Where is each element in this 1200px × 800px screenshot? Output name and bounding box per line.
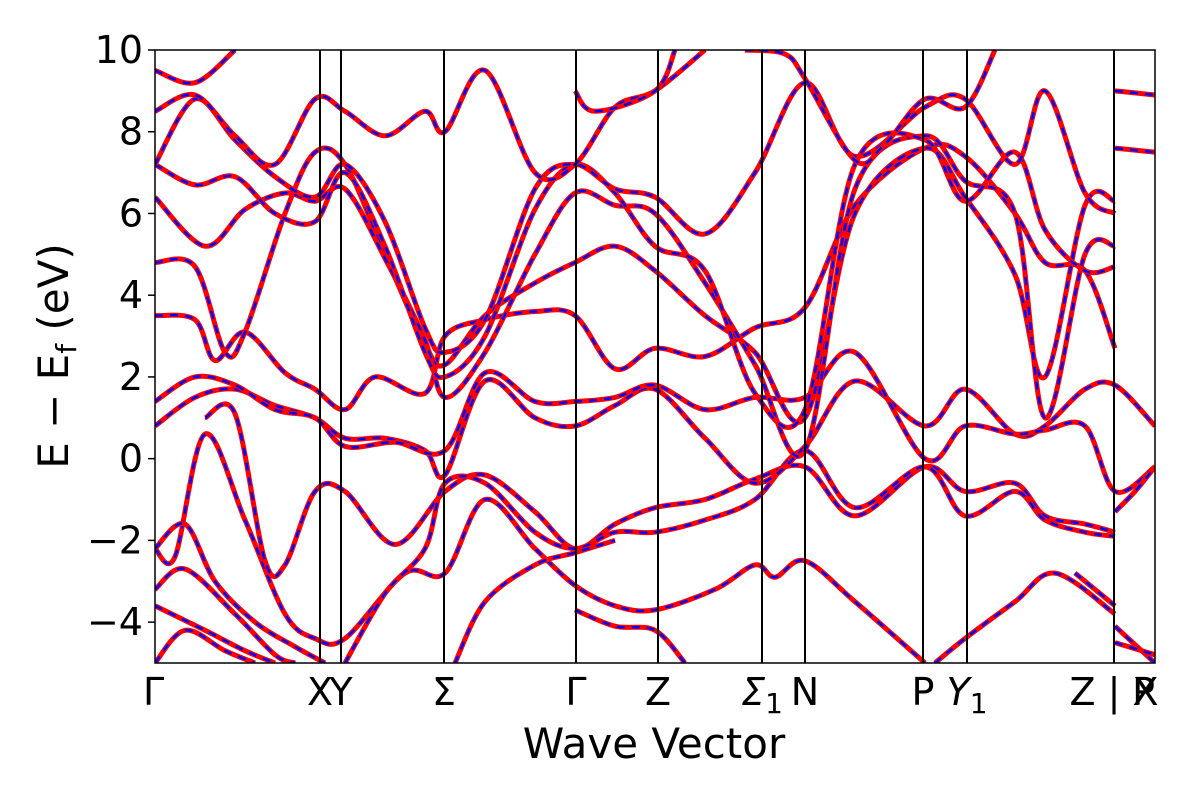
kpoint-label-0: Γ xyxy=(143,670,164,714)
y-tick-label-1: −2 xyxy=(87,518,143,562)
kpoint-label-5: Z xyxy=(645,670,671,714)
kpoint-lines-layer xyxy=(319,50,1115,663)
band-line-solid-8 xyxy=(155,348,1155,495)
kpoint-label-4: Γ xyxy=(565,670,586,714)
band-line-dashed-0 xyxy=(155,629,256,663)
band-line-dashed-14 xyxy=(155,50,706,182)
band-line-dashed-21 xyxy=(1114,641,1155,656)
kpoint-label-1: X xyxy=(307,670,333,714)
y-axis-title-main: E − E xyxy=(29,354,78,469)
band-line-solid-16 xyxy=(744,50,998,167)
y-axis-title: E − Ef (eV) xyxy=(29,243,83,469)
band-line-dashed-5 xyxy=(204,402,1116,578)
y-tick-label-2: 0 xyxy=(119,437,143,481)
band-line-dashed-15 xyxy=(155,50,236,85)
kpoint-label-7: N xyxy=(791,670,819,714)
x-axis-title: Wave Vector xyxy=(523,719,786,768)
x-ticks: Γ XY Σ Γ Z Σ1 N P Y1 Z | XP xyxy=(143,670,1159,720)
band-line-solid-26 xyxy=(452,538,616,663)
band-line-dashed-20 xyxy=(1114,625,1155,663)
band-line-dashed-24 xyxy=(574,608,686,663)
y-axis-title-sub: f xyxy=(50,343,83,354)
kpoint-label-8: P xyxy=(912,670,935,714)
kpoint-label-10: Z | X xyxy=(1069,670,1158,715)
kpoint-label-2: Y xyxy=(328,670,353,714)
kpoint-label-3: Σ xyxy=(432,670,456,714)
band-line-dashed-17 xyxy=(573,50,677,113)
kpoint-label-9: Y1 xyxy=(946,670,987,720)
y-tick-label-5: 6 xyxy=(119,191,143,235)
band-line-dashed-13 xyxy=(155,81,1116,354)
y-tick-label-7: 10 xyxy=(95,28,143,72)
kpoint-label-11: P xyxy=(1132,670,1155,714)
band-line-solid-14 xyxy=(155,50,707,183)
band-line-dashed-22 xyxy=(1114,466,1155,513)
y-tick-label-3: 2 xyxy=(119,355,143,399)
band-line-dashed-26 xyxy=(453,539,616,663)
band-line-solid-25 xyxy=(933,570,1117,663)
band-line-dashed-23 xyxy=(1074,572,1116,607)
band-line-dashed-10 xyxy=(155,146,1116,424)
band-line-dashed-4 xyxy=(155,522,326,663)
kpoint-label-6: Σ1 xyxy=(741,670,783,720)
band-line-dashed-12 xyxy=(155,131,1116,429)
band-line-dashed-2 xyxy=(155,567,296,663)
y-axis-title-unit: (eV) xyxy=(29,243,78,344)
y-tick-label-0: −4 xyxy=(87,600,143,644)
band-line-dashed-3 xyxy=(155,432,926,663)
bands-layer xyxy=(155,50,1155,663)
y-tick-label-6: 8 xyxy=(119,110,143,154)
y-ticks: −4 −2 0 2 4 6 8 10 xyxy=(87,28,155,644)
band-line-dashed-18 xyxy=(1114,89,1155,97)
band-line-dashed-16 xyxy=(744,50,997,166)
band-line-dashed-11 xyxy=(155,134,1116,458)
band-line-dashed-1 xyxy=(155,604,276,663)
band-line-solid-15 xyxy=(155,50,237,86)
band-line-dashed-19 xyxy=(1114,146,1155,154)
plot-frame xyxy=(154,49,1156,664)
y-tick-label-4: 4 xyxy=(119,273,143,317)
band-line-dashed-8 xyxy=(155,349,1155,494)
band-line-dashed-6 xyxy=(343,449,1116,663)
